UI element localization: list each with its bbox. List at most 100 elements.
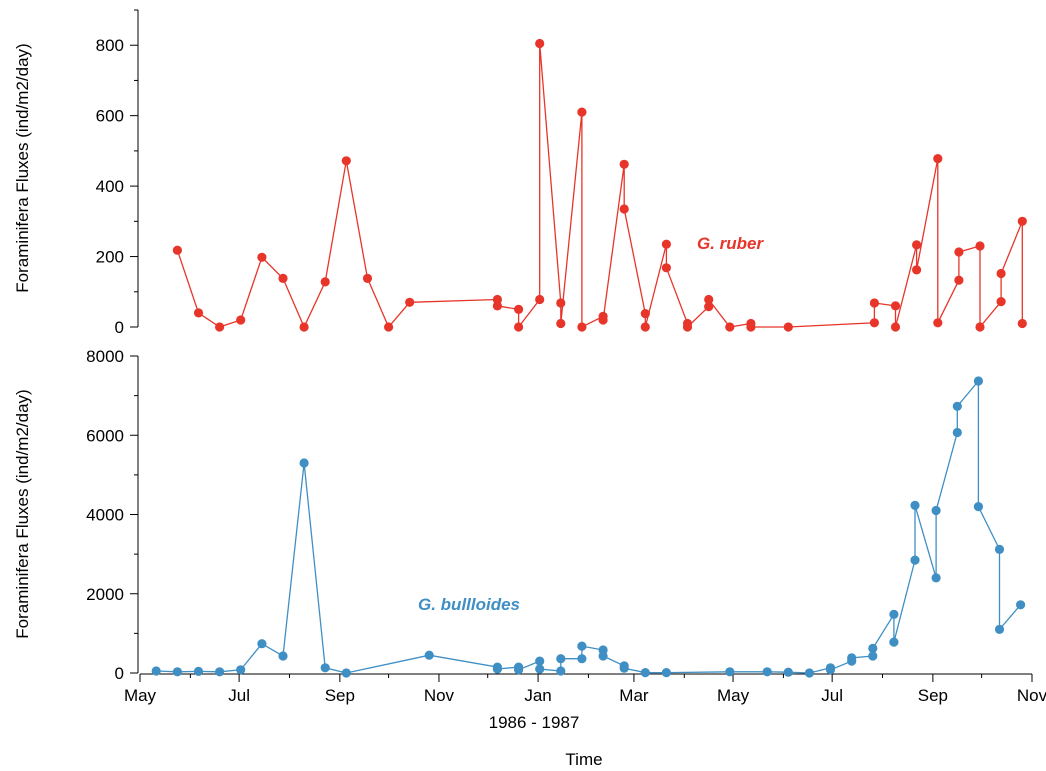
g-bullloides-point-7 [299, 458, 309, 468]
x-tick-label-4: Jan [524, 686, 551, 705]
g-ruber-point-38 [869, 318, 880, 328]
g-bullloides-point-47 [994, 544, 1005, 555]
g-bullloides-point-0 [151, 666, 161, 676]
g-bullloides-point-10 [424, 650, 434, 660]
g-bullloides-point-4 [236, 665, 246, 675]
g-ruber-point-37 [783, 322, 793, 332]
g-ruber-point-7 [320, 277, 330, 287]
g-ruber-point-10 [384, 322, 394, 332]
g-ruber-point-27 [640, 322, 650, 332]
g-bullloides-point-5 [257, 639, 267, 649]
bottom-y-tick-label-1: 2000 [86, 585, 124, 604]
g-bullloides-point-27 [725, 667, 735, 677]
g-ruber-point-24 [619, 159, 629, 169]
g-bullloides-series-line [156, 379, 1022, 674]
g-ruber-point-52 [1017, 216, 1027, 226]
g-bullloides-point-8 [320, 663, 330, 673]
g-bullloides-point-3 [215, 667, 225, 677]
x-tick-label-7: Jul [821, 686, 843, 705]
bottom-y-tick-label-0: 0 [115, 664, 124, 683]
g-ruber-point-46 [954, 275, 964, 285]
top-y-axis-label: Foraminifera Fluxes (ind/m2/day) [13, 43, 32, 292]
g-bullloides-point-38 [889, 637, 899, 647]
g-bullloides-point-46 [973, 502, 984, 512]
g-ruber-panel: 0 200 400 600 800 G. ruber Foraminifera Flux… [13, 9, 1027, 337]
g-ruber-point-12 [492, 294, 502, 305]
g-ruber-point-25 [619, 204, 629, 214]
g-bullloides-point-32 [825, 665, 836, 675]
g-ruber-point-42 [912, 240, 922, 250]
g-ruber-point-47 [954, 247, 964, 257]
top-y-tick-label-2: 400 [96, 177, 124, 196]
g-bullloides-point-22 [598, 651, 608, 661]
g-bullloides-point-43 [952, 427, 962, 438]
g-ruber-point-9 [362, 273, 373, 283]
g-ruber-series-label: G. ruber [697, 234, 765, 253]
g-ruber-point-51 [996, 268, 1006, 279]
g-ruber-point-40 [890, 301, 901, 311]
g-bullloides-point-18 [556, 654, 566, 664]
g-ruber-point-15 [514, 322, 524, 332]
g-bullloides-point-29 [783, 667, 793, 677]
g-bullloides-point-49 [1016, 600, 1026, 610]
bottom-y-tick-label-3: 6000 [86, 426, 124, 445]
g-ruber-point-14 [514, 304, 524, 314]
g-ruber-point-16 [535, 294, 545, 305]
g-ruber-point-39 [869, 298, 880, 308]
g-ruber-series-line [176, 43, 1023, 329]
g-ruber-point-41 [890, 322, 901, 332]
g-bullloides-point-30 [804, 668, 815, 678]
g-bullloides-point-17 [556, 666, 566, 676]
x-tick-label-0: May [124, 686, 157, 705]
g-ruber-point-26 [640, 309, 650, 319]
g-ruber-point-23 [598, 315, 608, 325]
bottom-y-ticks: 0 2000 4000 6000 8000 [86, 347, 138, 683]
g-ruber-point-18 [556, 298, 566, 308]
g-ruber-point-48 [975, 241, 985, 251]
g-bullloides-point-48 [994, 624, 1005, 635]
g-ruber-point-44 [933, 154, 943, 164]
g-bullloides-point-34 [847, 653, 857, 663]
g-ruber-point-13 [492, 301, 502, 311]
g-ruber-point-4 [257, 252, 267, 262]
g-bullloides-point-6 [278, 651, 288, 661]
g-bullloides-point-2 [193, 666, 204, 677]
g-bullloides-point-20 [577, 641, 587, 651]
g-bullloides-point-42 [931, 505, 941, 516]
g-ruber-point-19 [556, 318, 566, 329]
x-tick-label-1: Jul [228, 686, 250, 705]
g-bullloides-point-16 [535, 664, 545, 674]
g-ruber-point-20 [577, 107, 587, 117]
g-ruber-point-32 [704, 302, 714, 312]
x-tick-label-8: Sep [918, 686, 948, 705]
x-ticks: May Jul Sep Nov Jan Mar May Jul Sep Nov [124, 674, 1046, 705]
bottom-y-axis-label: Foraminifera Fluxes (ind/m2/day) [13, 389, 32, 638]
bottom-y-tick-label-4: 8000 [86, 347, 124, 366]
g-ruber-point-53 [1017, 318, 1027, 329]
g-bullloides-point-1 [172, 667, 182, 677]
g-ruber-point-45 [933, 318, 943, 328]
x-axis-label: Time [565, 750, 602, 769]
g-bullloides-point-37 [889, 609, 899, 620]
x-tick-label-9: Nov [1017, 686, 1046, 705]
top-y-ticks: 0 200 400 600 800 [96, 9, 138, 337]
g-ruber-point-31 [682, 322, 693, 332]
x-tick-label-5: Mar [619, 686, 649, 705]
g-ruber-point-28 [661, 239, 672, 249]
bottom-y-tick-label-2: 4000 [86, 506, 124, 525]
g-bullloides-point-35 [868, 651, 878, 661]
x-tick-label-3: Nov [424, 686, 455, 705]
g-ruber-point-17 [535, 38, 545, 49]
g-bullloides-point-36 [868, 643, 878, 654]
g-bullloides-panel: 0 2000 4000 6000 8000 May Jul Sep Nov Jan Mar May J… [13, 347, 1046, 769]
g-bullloides-point-15 [535, 656, 545, 666]
g-ruber-point-50 [996, 297, 1006, 307]
g-ruber-point-29 [661, 263, 672, 273]
g-ruber-point-1 [193, 308, 204, 318]
x-tick-label-2: Sep [325, 686, 355, 705]
g-ruber-point-0 [172, 245, 182, 255]
g-bullloides-point-41 [931, 573, 941, 583]
year-range-label: 1986 - 1987 [489, 713, 580, 732]
top-y-tick-label-1: 200 [96, 248, 124, 267]
